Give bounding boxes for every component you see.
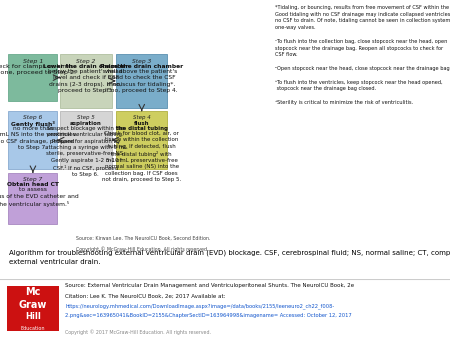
Text: Graw: Graw xyxy=(18,300,47,311)
Text: Source: Kirwan Lee. The NeuroICU Book, Second Edition.: Source: Kirwan Lee. The NeuroICU Book, S… xyxy=(76,236,211,241)
FancyBboxPatch shape xyxy=(60,111,112,169)
Text: 2.png&sec=163965041&BookID=2155&ChapterSectID=163964998&imagename= Accessed: Oct: 2.png&sec=163965041&BookID=2155&ChapterS… xyxy=(65,313,352,318)
FancyBboxPatch shape xyxy=(60,54,112,107)
Text: Step 6: Step 6 xyxy=(23,116,42,120)
Text: Hill: Hill xyxy=(25,312,41,321)
Text: Lower the drain chamber: Lower the drain chamber xyxy=(43,64,129,69)
Text: Raise the drain chamber: Raise the drain chamber xyxy=(100,64,183,69)
FancyBboxPatch shape xyxy=(9,173,57,224)
FancyBboxPatch shape xyxy=(9,111,57,169)
FancyBboxPatch shape xyxy=(9,54,57,101)
Text: Obtain head CT: Obtain head CT xyxy=(7,182,59,187)
Text: aspiration: aspiration xyxy=(70,121,102,126)
Text: no more than
1-2 mL NS into the ventricles.
If no CSF drainage, proceed
to Step : no more than 1-2 mL NS into the ventricl… xyxy=(0,126,78,150)
Text: Algorithm for troubleshooting external ventricular drain (EVD) blockage. CSF, ce: Algorithm for troubleshooting external v… xyxy=(9,250,450,265)
Text: Step 3: Step 3 xyxy=(132,59,151,64)
Text: Mc: Mc xyxy=(25,287,40,297)
FancyBboxPatch shape xyxy=(7,286,58,331)
Text: flush
the distal tubing: flush the distal tubing xyxy=(116,121,167,131)
Text: below the patient's head
level and check if CSF
drains (2-3 drops). If no,
proce: below the patient's head level and check… xyxy=(49,69,123,93)
Text: Gently flush³: Gently flush³ xyxy=(11,121,55,127)
Text: Check for clamps or kinks.
If none, proceed to Step 2.: Check for clamps or kinks. If none, proc… xyxy=(0,64,76,75)
Text: Step 1: Step 1 xyxy=(22,59,43,64)
Text: https://neurology.mhmedical.com/DownloadImage.aspx?image=/data/books/2155/leeneu: https://neurology.mhmedical.com/Download… xyxy=(65,304,334,309)
Text: Step 7: Step 7 xyxy=(23,177,42,182)
Text: Step 2: Step 2 xyxy=(76,59,95,64)
Text: Copyright © 2017 McGraw-Hill Education. All rights reserved.: Copyright © 2017 McGraw-Hill Education. … xyxy=(65,329,211,335)
Text: Copyright © McGraw-Hill Education. All rights reserved.: Copyright © McGraw-Hill Education. All r… xyxy=(76,246,209,252)
FancyBboxPatch shape xyxy=(116,111,167,169)
Text: Citation: Lee K. The NeuroICU Book, 2e; 2017 Available at:: Citation: Lee K. The NeuroICU Book, 2e; … xyxy=(65,294,226,299)
Text: to assess
status of the EVD catheter and
the ventricular system.⁵: to assess status of the EVD catheter and… xyxy=(0,187,79,207)
Text: Step 5: Step 5 xyxy=(77,116,94,120)
FancyBboxPatch shape xyxy=(116,54,167,107)
Text: Step 4: Step 4 xyxy=(133,116,150,120)
Text: *Tidaling, or bouncing, results from free movement of CSF within the tubing.
Goo: *Tidaling, or bouncing, results from fre… xyxy=(275,5,450,105)
Text: Source: External Ventricular Drain Management and Ventriculoperitoneal Shunts. T: Source: External Ventricular Drain Manag… xyxy=(65,283,355,288)
Text: Check for blood clot, air, or
tissue within the collection
tubing. If detected, : Check for blood clot, air, or tissue wit… xyxy=(102,131,181,182)
Text: Education: Education xyxy=(21,326,45,331)
Text: Suspect blockage within the
proximal ventricular tubing.
Prepare for aspiration : Suspect blockage within the proximal ven… xyxy=(45,126,127,177)
Text: well above the patient's
head to check the CSF
meniscus for tidaling*.
If no, pr: well above the patient's head to check t… xyxy=(105,69,178,93)
